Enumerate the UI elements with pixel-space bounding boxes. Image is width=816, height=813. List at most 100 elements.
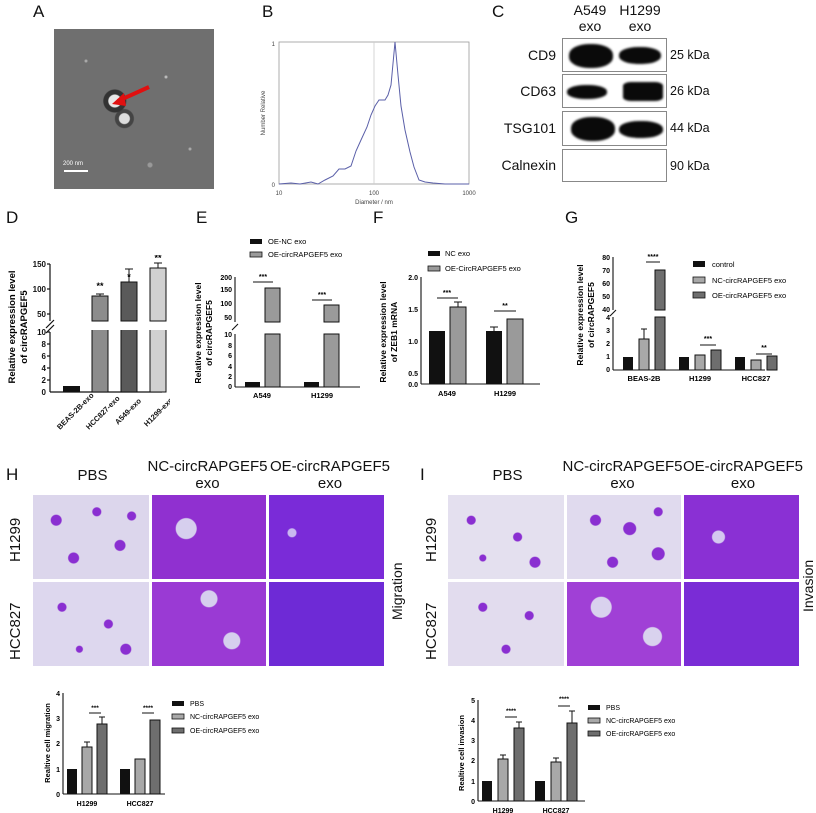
svg-text:3: 3 <box>56 716 60 723</box>
micrograph-i-h1299-pbs <box>447 494 565 580</box>
svg-text:of circRAPGEF5: of circRAPGEF5 <box>204 300 214 366</box>
svg-text:NC-circRAPGEF5 exo: NC-circRAPGEF5 exo <box>712 276 786 285</box>
svg-text:OE-circRAPGEF5 exo: OE-circRAPGEF5 exo <box>606 731 675 738</box>
svg-text:H1299: H1299 <box>689 374 711 383</box>
svg-text:50: 50 <box>224 315 232 322</box>
svg-text:2.0: 2.0 <box>408 275 418 282</box>
svg-text:control: control <box>712 260 735 269</box>
i-row-label-h1299: H1299 <box>423 517 440 562</box>
svg-text:PBS: PBS <box>606 705 620 712</box>
panel-label-a: A <box>33 2 45 21</box>
h-col-header-oe: OE-circRAPGEF5 exo <box>269 458 390 492</box>
svg-text:0: 0 <box>272 183 276 189</box>
panel-label-b: B <box>262 2 274 21</box>
b-ylabel: Number Relative <box>261 90 267 135</box>
svg-text:150: 150 <box>220 287 232 294</box>
panel-label-f: F <box>373 208 384 227</box>
svg-text:4: 4 <box>606 315 610 322</box>
svg-text:OE-circRAPGEF5 exo: OE-circRAPGEF5 exo <box>712 291 786 300</box>
svg-text:2: 2 <box>228 374 232 381</box>
svg-text:A549: A549 <box>438 389 456 398</box>
svg-text:100: 100 <box>220 301 232 308</box>
svg-text:2: 2 <box>42 376 47 385</box>
svg-text:3: 3 <box>606 328 610 335</box>
i-row-label-hcc827: HCC827 <box>423 602 440 660</box>
svg-text:H1299: H1299 <box>311 391 333 400</box>
panel-label-d: D <box>6 208 19 227</box>
svg-text:1.0: 1.0 <box>408 339 418 346</box>
svg-text:Relative expression level: Relative expression level <box>193 282 203 383</box>
svg-text:70: 70 <box>602 268 610 275</box>
h-row-label-h1299: H1299 <box>7 517 24 562</box>
svg-text:100: 100 <box>33 285 47 294</box>
kda-tsg101: 44 kDa <box>670 121 710 135</box>
b-xlabel: Diameter / nm <box>355 200 393 206</box>
micrograph-i-hcc827-nc <box>566 581 682 667</box>
svg-text:2: 2 <box>56 741 60 748</box>
svg-text:****: **** <box>143 705 154 712</box>
svg-text:0: 0 <box>471 799 475 806</box>
chart-e: OE-NC exo OE-circRAPGEF5 exo 20015010050… <box>193 237 360 400</box>
svg-text:0.5: 0.5 <box>408 371 418 378</box>
kda-cd9: 25 kDa <box>670 48 710 62</box>
svg-text:4: 4 <box>228 364 232 371</box>
protein-label-cd9: CD9 <box>527 47 556 63</box>
h-col-header-pbs: PBS <box>77 467 108 484</box>
svg-text:***: *** <box>704 336 712 343</box>
svg-text:**: ** <box>154 255 162 263</box>
svg-text:40: 40 <box>602 307 610 314</box>
svg-text:Relative expression level: Relative expression level <box>7 270 18 383</box>
svg-text:of ZEB1 mRNA: of ZEB1 mRNA <box>389 302 399 362</box>
svg-text:HCC827: HCC827 <box>543 808 570 813</box>
i-col-header-nc: NC-circRAPGEF5 exo <box>562 458 683 492</box>
svg-text:Realtive cell migration: Realtive cell migration <box>43 703 52 783</box>
h-row-label-hcc827: HCC827 <box>7 602 24 660</box>
svg-text:HCC827: HCC827 <box>742 374 771 383</box>
svg-text:1: 1 <box>56 767 60 774</box>
svg-text:****: **** <box>648 254 659 261</box>
svg-text:10: 10 <box>37 328 46 337</box>
svg-text:1.5: 1.5 <box>408 307 418 314</box>
i-col-header-oe: OE-circRAPGEF5 exo <box>682 458 803 492</box>
svg-text:H1299-exo: H1299-exo <box>142 395 170 428</box>
svg-text:of circRAPGEF5: of circRAPGEF5 <box>19 290 30 364</box>
blot-tsg101 <box>562 111 667 146</box>
svg-text:100: 100 <box>369 191 380 197</box>
svg-text:3: 3 <box>471 738 475 745</box>
micrograph-i-hcc827-oe <box>683 581 800 667</box>
svg-text:10: 10 <box>224 332 232 339</box>
svg-text:2: 2 <box>471 758 475 765</box>
svg-text:8: 8 <box>42 340 47 349</box>
svg-text:10: 10 <box>276 191 283 197</box>
protein-label-tsg101: TSG101 <box>503 120 556 136</box>
svg-text:NC-circRAPGEF5 exo: NC-circRAPGEF5 exo <box>606 718 675 725</box>
svg-text:1: 1 <box>606 354 610 361</box>
blot-cd63 <box>562 74 667 108</box>
svg-text:Realtive cell invasion: Realtive cell invasion <box>457 715 466 791</box>
svg-text:4: 4 <box>56 691 60 698</box>
kda-cd63: 26 kDa <box>670 84 710 98</box>
migration-label: Migration <box>389 562 405 620</box>
panel-label-h: H <box>6 465 19 484</box>
svg-text:H1299: H1299 <box>493 808 514 813</box>
svg-text:OE-circRAPGEF5 exo: OE-circRAPGEF5 exo <box>190 728 259 735</box>
svg-text:Relative expression level: Relative expression level <box>575 264 585 365</box>
kda-calnexin: 90 kDa <box>670 159 710 173</box>
h-col-header-nc: NC-circRAPGEF5 exo <box>147 458 268 492</box>
svg-text:50: 50 <box>602 294 610 301</box>
svg-text:200: 200 <box>220 275 232 282</box>
svg-text:H1299: H1299 <box>77 801 98 808</box>
svg-text:Relative expression level: Relative expression level <box>378 281 388 382</box>
lane-label-a549: A549 exo <box>573 2 607 34</box>
svg-text:0: 0 <box>228 384 232 391</box>
lane-label-h1299: H1299 exo <box>619 2 661 34</box>
svg-text:4: 4 <box>42 364 47 373</box>
micrograph-i-h1299-oe <box>683 494 800 580</box>
svg-text:0: 0 <box>42 388 47 397</box>
svg-text:1000: 1000 <box>462 191 476 197</box>
micrograph-h-h1299-pbs <box>32 494 150 580</box>
svg-text:NC exo: NC exo <box>445 249 470 258</box>
